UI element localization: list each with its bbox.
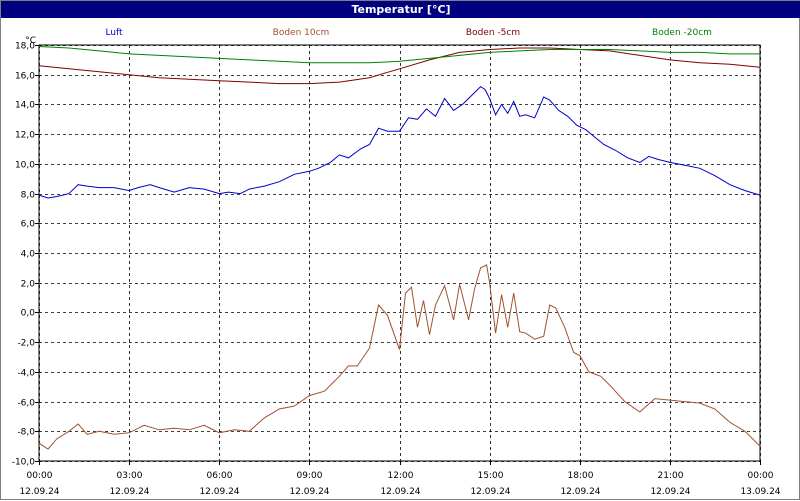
y-tick-label: -10,0 — [12, 458, 36, 468]
x-tick-time: 06:00 — [207, 471, 233, 481]
x-tick-time: 00:00 — [748, 471, 774, 481]
y-tick-label: -8,0 — [17, 428, 35, 438]
x-tick-date: 12.09.24 — [560, 487, 600, 497]
x-tick-date: 12.09.24 — [470, 487, 510, 497]
x-tick-time: 15:00 — [478, 471, 504, 481]
y-axis-label: °C — [25, 36, 36, 46]
x-tick-date: 12.09.24 — [19, 487, 59, 497]
series-line-boden-5cm — [38, 47, 761, 85]
series-lines — [38, 46, 761, 450]
x-tick-date: 13.09.24 — [740, 487, 780, 497]
y-tick-label: 18,0 — [15, 42, 35, 52]
series-line-boden-10cm — [38, 264, 761, 450]
x-tick-date: 12.09.24 — [109, 487, 149, 497]
y-tick-label: 6,0 — [21, 220, 36, 230]
y-tick-label: -2,0 — [17, 339, 35, 349]
x-tick-time: 03:00 — [117, 471, 143, 481]
x-tick-time: 09:00 — [297, 471, 323, 481]
chart-title: Temperatur [°C] — [1, 1, 800, 18]
y-tick-label: 12,0 — [15, 131, 35, 141]
legend-item-boden-5cm: Boden -5cm — [466, 28, 520, 38]
axes: -10,0 -8,0 -6,0 -4,0 -2,0 0,0 2,0 4,0 6,0 8,0 10,0… — [12, 36, 781, 497]
series-line-boden-20cm — [38, 46, 760, 64]
x-tick-time: 18:00 — [568, 471, 594, 481]
x-tick-date: 12.09.24 — [650, 487, 690, 497]
x-tick-date: 12.09.24 — [289, 487, 329, 497]
grid — [39, 45, 761, 462]
series-line-luft — [38, 85, 761, 199]
y-tick-label: 0,0 — [21, 309, 36, 319]
x-tick-time: 12:00 — [388, 471, 414, 481]
x-tick-time: 21:00 — [658, 471, 684, 481]
y-tick-label: 8,0 — [21, 191, 36, 201]
y-tick-label: -6,0 — [17, 399, 35, 409]
legend-item-boden-10cm: Boden 10cm — [273, 28, 330, 38]
y-tick-label: 16,0 — [15, 72, 35, 82]
legend: Luft Boden 10cm Boden -5cm Boden -20cm — [105, 28, 712, 38]
y-tick-label: 10,0 — [15, 161, 35, 171]
y-tick-label: -4,0 — [17, 369, 35, 379]
x-tick-date: 12.09.24 — [199, 487, 239, 497]
legend-item-luft: Luft — [105, 28, 123, 38]
x-tick-time: 00:00 — [27, 471, 53, 481]
y-tick-label: 2,0 — [21, 280, 36, 290]
y-tick-label: 4,0 — [21, 250, 36, 260]
x-tick-date: 12.09.24 — [380, 487, 420, 497]
legend-item-boden-20cm: Boden -20cm — [652, 28, 712, 38]
y-tick-label: 14,0 — [15, 101, 35, 111]
plot-frame — [38, 44, 761, 462]
